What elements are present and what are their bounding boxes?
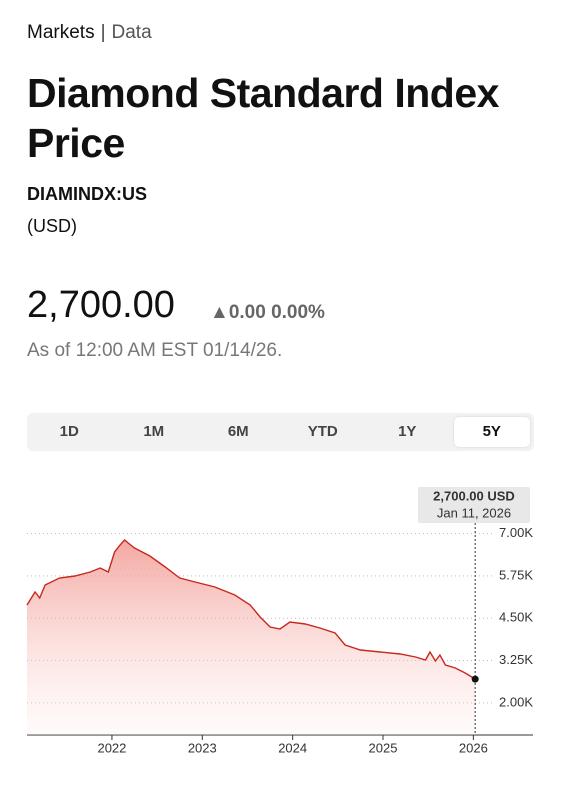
- breadcrumb-link[interactable]: Markets: [27, 22, 95, 43]
- range-tab[interactable]: 6M: [227, 423, 249, 440]
- title: Diamond Standard Index Price: [27, 70, 499, 166]
- range-tab[interactable]: 1D: [59, 423, 79, 440]
- x-tick-label: 2026: [459, 740, 488, 755]
- range-tab[interactable]: YTD: [307, 423, 338, 440]
- tooltip-box: [418, 487, 530, 523]
- tooltip-value: 2,700.00 USD: [433, 488, 515, 503]
- x-tick-label: 2023: [188, 740, 217, 755]
- price-line: [26, 539, 476, 680]
- y-tick-label: 5.75K: [499, 567, 533, 582]
- y-tick-label: 7.00K: [499, 525, 533, 540]
- tooltip-date: Jan 11, 2026: [437, 505, 511, 520]
- range-tab[interactable]: 1Y: [398, 423, 417, 440]
- y-tick-label: 2.00K: [499, 694, 533, 709]
- y-tick-label: 4.50K: [499, 610, 533, 625]
- x-tick-label: 2022: [97, 740, 126, 755]
- tooltip: 2,700.00 USD Jan 11, 2026: [418, 487, 530, 523]
- x-tick-label: 2025: [369, 740, 398, 755]
- up-arrow: ▲: [210, 302, 229, 323]
- currency: (USD): [27, 216, 77, 236]
- as-of: As of 12:00 AM EST 01/14/26.: [27, 340, 283, 361]
- range-tab[interactable]: 1M: [143, 423, 165, 440]
- y-tick-label: 3.25K: [499, 652, 533, 667]
- breadcrumb-link[interactable]: Data: [111, 22, 152, 43]
- end-point: [471, 675, 479, 683]
- range-tabs: 1D 1M 6M YTD 1Y 5Y: [27, 413, 534, 451]
- ticker: DIAMINDX:US: [27, 184, 147, 204]
- change: ▲0.00 0.00%: [210, 302, 325, 324]
- price: 2,700.00: [27, 284, 175, 326]
- range-tab[interactable]: 5Y: [453, 417, 530, 447]
- breadcrumb: Markets | Data: [27, 22, 152, 44]
- x-tick-label: 2024: [278, 740, 307, 755]
- area: [27, 540, 476, 735]
- change-value: 0.00: [228, 302, 266, 323]
- separator: |: [100, 22, 106, 43]
- change-percent: 0.00%: [271, 302, 325, 323]
